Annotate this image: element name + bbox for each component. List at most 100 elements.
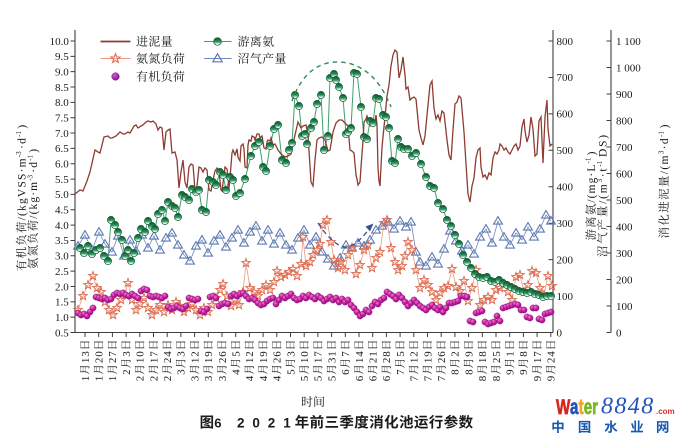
svg-text:1.5: 1.5 bbox=[55, 297, 69, 309]
svg-text:9: 9 bbox=[546, 375, 558, 381]
svg-text:300: 300 bbox=[616, 248, 633, 260]
svg-text:800: 800 bbox=[616, 115, 633, 127]
svg-text:7.0: 7.0 bbox=[55, 128, 69, 140]
svg-text:-1: -1 bbox=[585, 157, 593, 163]
svg-text:7.5: 7.5 bbox=[55, 113, 69, 125]
svg-text:3: 3 bbox=[189, 375, 201, 381]
svg-text:6.0: 6.0 bbox=[55, 159, 69, 171]
svg-text:6.5: 6.5 bbox=[55, 143, 69, 155]
svg-text:5.0: 5.0 bbox=[55, 189, 69, 201]
svg-text:2: 2 bbox=[450, 350, 462, 356]
svg-text:a: a bbox=[570, 394, 579, 418]
svg-text:28: 28 bbox=[381, 350, 393, 363]
svg-text:DS): DS) bbox=[598, 133, 610, 157]
svg-text:0: 0 bbox=[557, 327, 563, 339]
svg-text:3: 3 bbox=[176, 369, 188, 375]
svg-text:0: 0 bbox=[252, 415, 260, 430]
svg-text:9: 9 bbox=[463, 350, 475, 356]
svg-text:6: 6 bbox=[214, 415, 221, 430]
svg-text:14: 14 bbox=[354, 350, 366, 363]
svg-text:7: 7 bbox=[340, 350, 352, 356]
svg-text:/(mg·L: /(mg·L bbox=[586, 164, 598, 203]
svg-text:): ) bbox=[28, 148, 40, 153]
svg-text:-1: -1 bbox=[27, 155, 35, 161]
svg-text:21: 21 bbox=[368, 350, 380, 363]
svg-text:700: 700 bbox=[616, 142, 633, 154]
svg-text:26: 26 bbox=[217, 350, 229, 363]
svg-text:2.0: 2.0 bbox=[55, 281, 69, 293]
svg-text:7: 7 bbox=[409, 375, 421, 381]
svg-text:6: 6 bbox=[354, 375, 366, 381]
svg-text:-3: -3 bbox=[15, 151, 23, 157]
svg-text:3: 3 bbox=[285, 350, 297, 356]
svg-text:1.0: 1.0 bbox=[55, 312, 69, 324]
svg-text:3: 3 bbox=[658, 150, 666, 154]
svg-text:4.0: 4.0 bbox=[55, 220, 69, 232]
svg-text:5: 5 bbox=[285, 369, 297, 375]
svg-text:3: 3 bbox=[203, 375, 215, 381]
svg-text:4: 4 bbox=[258, 375, 270, 381]
svg-text:8848: 8848 bbox=[601, 394, 655, 420]
svg-text:500: 500 bbox=[616, 195, 633, 207]
svg-text:8: 8 bbox=[463, 369, 475, 375]
svg-text:5: 5 bbox=[231, 350, 243, 356]
svg-text:300: 300 bbox=[557, 218, 574, 230]
svg-text:8: 8 bbox=[477, 375, 489, 381]
svg-text:600: 600 bbox=[616, 168, 633, 180]
svg-text:2.5: 2.5 bbox=[55, 266, 69, 278]
svg-text:700: 700 bbox=[557, 72, 574, 84]
svg-text:2: 2 bbox=[135, 375, 147, 381]
svg-text:400: 400 bbox=[557, 182, 574, 194]
svg-text:4.5: 4.5 bbox=[55, 205, 69, 217]
svg-text:5: 5 bbox=[313, 375, 325, 381]
svg-text:20: 20 bbox=[94, 350, 106, 363]
svg-text:100: 100 bbox=[616, 301, 633, 313]
svg-text:1 000: 1 000 bbox=[616, 62, 641, 74]
svg-text:18: 18 bbox=[477, 350, 489, 363]
svg-text:10: 10 bbox=[299, 350, 311, 363]
svg-text:·d: ·d bbox=[17, 137, 29, 149]
svg-text:7: 7 bbox=[422, 375, 434, 381]
svg-text:31: 31 bbox=[326, 350, 338, 363]
svg-text:19: 19 bbox=[203, 350, 215, 363]
svg-text:10.0: 10.0 bbox=[50, 36, 70, 48]
svg-text:9: 9 bbox=[532, 375, 544, 381]
svg-text:3: 3 bbox=[217, 375, 229, 381]
svg-text:2: 2 bbox=[268, 415, 276, 430]
svg-text:·d: ·d bbox=[659, 137, 671, 149]
svg-text:17: 17 bbox=[532, 350, 544, 363]
svg-text:10: 10 bbox=[135, 350, 147, 363]
svg-text:er: er bbox=[584, 394, 598, 418]
svg-text:12: 12 bbox=[409, 350, 421, 363]
svg-text:6: 6 bbox=[340, 369, 352, 375]
svg-text:1 100: 1 100 bbox=[616, 36, 641, 48]
svg-text:3: 3 bbox=[596, 179, 604, 183]
svg-text:-3: -3 bbox=[27, 174, 35, 180]
svg-text:9: 9 bbox=[505, 369, 517, 375]
svg-text:800: 800 bbox=[557, 36, 574, 48]
svg-text:3.0: 3.0 bbox=[55, 251, 69, 263]
svg-text:1: 1 bbox=[80, 375, 92, 381]
svg-text:26: 26 bbox=[272, 350, 284, 363]
svg-text:19: 19 bbox=[422, 350, 434, 363]
svg-text:9.5: 9.5 bbox=[55, 51, 69, 63]
svg-text:·t: ·t bbox=[598, 167, 610, 178]
svg-text:0: 0 bbox=[616, 327, 622, 339]
svg-text:6: 6 bbox=[381, 375, 393, 381]
svg-text:3.5: 3.5 bbox=[55, 235, 69, 247]
svg-text:24: 24 bbox=[162, 350, 174, 363]
svg-text:8.5: 8.5 bbox=[55, 82, 69, 94]
svg-text:9.0: 9.0 bbox=[55, 67, 69, 79]
svg-text:1: 1 bbox=[107, 375, 119, 381]
svg-text:/(m: /(m bbox=[659, 154, 671, 174]
svg-text:6: 6 bbox=[368, 375, 380, 381]
svg-text:500: 500 bbox=[557, 145, 574, 157]
svg-text:t: t bbox=[579, 394, 584, 418]
svg-text:4: 4 bbox=[244, 375, 256, 381]
svg-text:0.5: 0.5 bbox=[55, 327, 69, 339]
svg-text:4: 4 bbox=[272, 375, 284, 381]
svg-text:W: W bbox=[556, 394, 571, 418]
svg-text:8: 8 bbox=[450, 369, 462, 375]
svg-text:17: 17 bbox=[148, 350, 160, 363]
svg-text:900: 900 bbox=[616, 89, 633, 101]
